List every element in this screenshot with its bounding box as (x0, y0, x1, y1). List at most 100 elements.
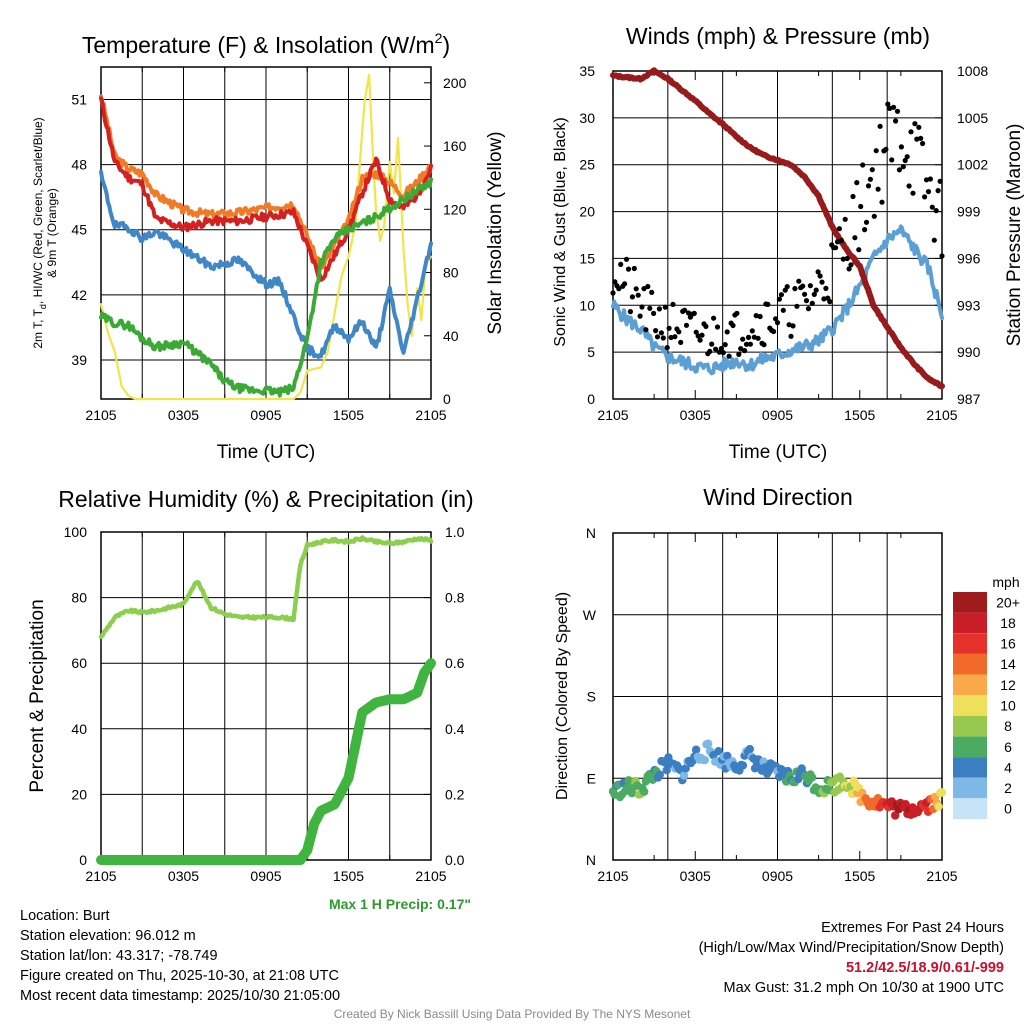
gust-point (738, 346, 744, 352)
speed-legend-label: 6 (1004, 739, 1012, 755)
winds-xtick-label: 0305 (680, 407, 711, 423)
gust-point (838, 238, 845, 244)
gust-point (649, 289, 655, 295)
pressure-ytick-label: 1008 (957, 63, 988, 79)
gust-point (821, 296, 827, 302)
pressure-ytick-label: 987 (957, 391, 981, 407)
gust-point (922, 194, 928, 200)
gust-point (854, 180, 860, 186)
precip-ytick-label: 0.0 (445, 852, 465, 868)
gust-point (802, 291, 808, 297)
humidity-xtick-label: 2105 (415, 868, 446, 884)
temperature-line-9m-t (99, 94, 433, 271)
gust-point (786, 322, 792, 328)
humidity-ytick-label: 40 (71, 721, 87, 737)
direction-ytick-label: N (586, 852, 596, 868)
winds-ytick-label: 20 (579, 204, 595, 220)
gust-point (865, 183, 872, 189)
direction-point (714, 747, 723, 756)
direction-title: Wind Direction (703, 484, 853, 510)
temperature-xtick-label: 1505 (333, 407, 364, 423)
humidity-ytick-label: 0 (79, 852, 87, 868)
speed-legend-swatch (953, 653, 987, 675)
gust-point (833, 245, 839, 251)
gust-point (757, 313, 763, 320)
gust-point (790, 323, 796, 329)
gust-point (778, 292, 785, 298)
direction-point (662, 766, 671, 775)
direction-xtick-label: 1505 (844, 868, 875, 884)
gust-point (740, 336, 746, 342)
winds-xtick-label: 2105 (926, 407, 957, 423)
speed-legend: mph 20+ 18 16 14 12 10 8 6 4 2 0 (953, 574, 1020, 819)
gust-point (720, 350, 726, 356)
gust-point (788, 333, 794, 339)
temperature-ytick-label: 39 (71, 352, 87, 368)
gust-point (817, 273, 823, 279)
direction-point (807, 773, 817, 782)
humidity-line (98, 535, 434, 640)
speed-legend-swatch (953, 592, 987, 613)
gust-point (807, 283, 814, 289)
gust-point (860, 162, 866, 168)
gust-point (910, 190, 916, 196)
speed-legend-title: mph (992, 574, 1019, 590)
gust-point (784, 284, 790, 290)
temperature-xtick-label: 2105 (415, 407, 446, 423)
gust-point (891, 104, 897, 110)
gust-point (643, 327, 649, 333)
speed-legend-label: 14 (1000, 656, 1016, 672)
gust-point (848, 262, 854, 268)
pressure-ylabel: Station Pressure (Maroon) (1004, 124, 1024, 347)
gust-point (937, 178, 943, 184)
winds-ytick-label: 0 (587, 391, 595, 407)
gust-point (852, 235, 858, 241)
direction-point (655, 770, 664, 779)
speed-legend-label: 10 (1000, 698, 1016, 714)
winds-xtick-label: 1505 (844, 407, 875, 423)
winds-xtick-label: 0905 (762, 407, 793, 423)
gust-point (780, 307, 786, 313)
gust-point (713, 346, 719, 352)
precip-ytick-label: 0.4 (445, 721, 465, 737)
gust-point (666, 325, 672, 331)
humidity-xtick-label: 1505 (333, 868, 364, 884)
gust-point (900, 164, 906, 170)
winds-ytick-label: 5 (587, 344, 595, 360)
gust-point (616, 286, 622, 292)
gust-point (672, 334, 678, 340)
gust-point (889, 157, 895, 163)
direction-point (723, 751, 732, 761)
precip-ytick-label: 0.2 (445, 786, 465, 802)
gust-point (656, 306, 663, 312)
direction-point (691, 745, 701, 754)
gust-point (734, 310, 740, 316)
humidity-ytick-label: 20 (71, 786, 87, 802)
gust-point (718, 345, 725, 352)
pressure-ytick-label: 1002 (957, 157, 988, 173)
direction-point (745, 744, 754, 754)
winds-xtick-label: 2105 (597, 407, 628, 423)
direction-point (704, 739, 713, 748)
gust-point (867, 176, 874, 182)
insolation-ytick-label: 160 (443, 138, 467, 154)
temperature-xtick-label: 0305 (168, 407, 199, 423)
gust-point (856, 247, 862, 253)
precip-line (96, 658, 436, 865)
insolation-ytick-label: 120 (443, 201, 467, 217)
insolation-ytick-label: 0 (443, 391, 451, 407)
direction-xtick-label: 0305 (680, 868, 711, 884)
gust-point (622, 281, 628, 287)
gust-point (647, 305, 653, 311)
gust-point (923, 177, 930, 183)
speed-legend-label: 20+ (996, 594, 1020, 610)
gust-point (755, 335, 761, 341)
direction-xtick-label: 2105 (597, 868, 628, 884)
sonic-wind-line (611, 224, 944, 376)
gust-point (641, 286, 647, 292)
gust-point (645, 283, 651, 290)
gust-point (813, 287, 819, 293)
temperature-ytick-label: 48 (71, 157, 87, 173)
gust-point (726, 353, 732, 359)
